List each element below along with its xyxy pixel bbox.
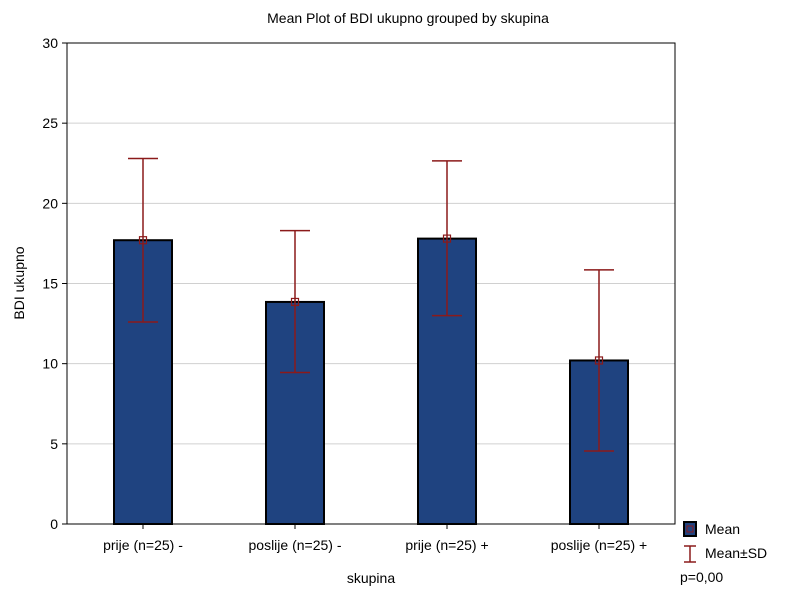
y-axis: 0 5 10 15 20 25 30 [42,35,67,532]
y-tick-label: 15 [42,276,58,292]
chart-title: Mean Plot of BDI ukupno grouped by skupi… [267,10,549,26]
bars [113,237,629,526]
legend-mean-marker [686,525,694,533]
y-tick-label: 10 [42,356,58,372]
y-tick-label: 30 [42,35,58,51]
x-tick-label: poslije (n=25) - [249,537,342,553]
x-axis-label: skupina [347,570,395,586]
legend-sd-symbol [684,545,696,563]
x-tick-label: poslije (n=25) + [551,537,648,553]
y-tick-label: 25 [42,115,58,131]
y-tick-label: 0 [50,516,58,532]
y-tick-label: 20 [42,195,58,211]
legend-sd-label: Mean±SD [705,545,767,561]
y-tick-label: 5 [50,436,58,452]
error-bars [128,157,614,452]
x-axis: prije (n=25) - poslije (n=25) - prije (n=2… [103,524,647,553]
mean-marker [138,236,148,245]
legend: Mean Mean±SD p=0,00 [680,521,767,585]
x-tick-label: prije (n=25) - [103,537,183,553]
p-value-annotation: p=0,00 [680,569,723,585]
legend-mean-label: Mean [705,521,740,537]
plot-frame [66,42,676,525]
mean-marker [290,297,300,307]
x-tick-label: prije (n=25) + [405,537,488,553]
legend-mean-swatch [683,521,697,537]
mean-marker [594,356,604,365]
y-axis-label: BDI ukupno [11,246,27,319]
mean-marker [442,234,452,243]
